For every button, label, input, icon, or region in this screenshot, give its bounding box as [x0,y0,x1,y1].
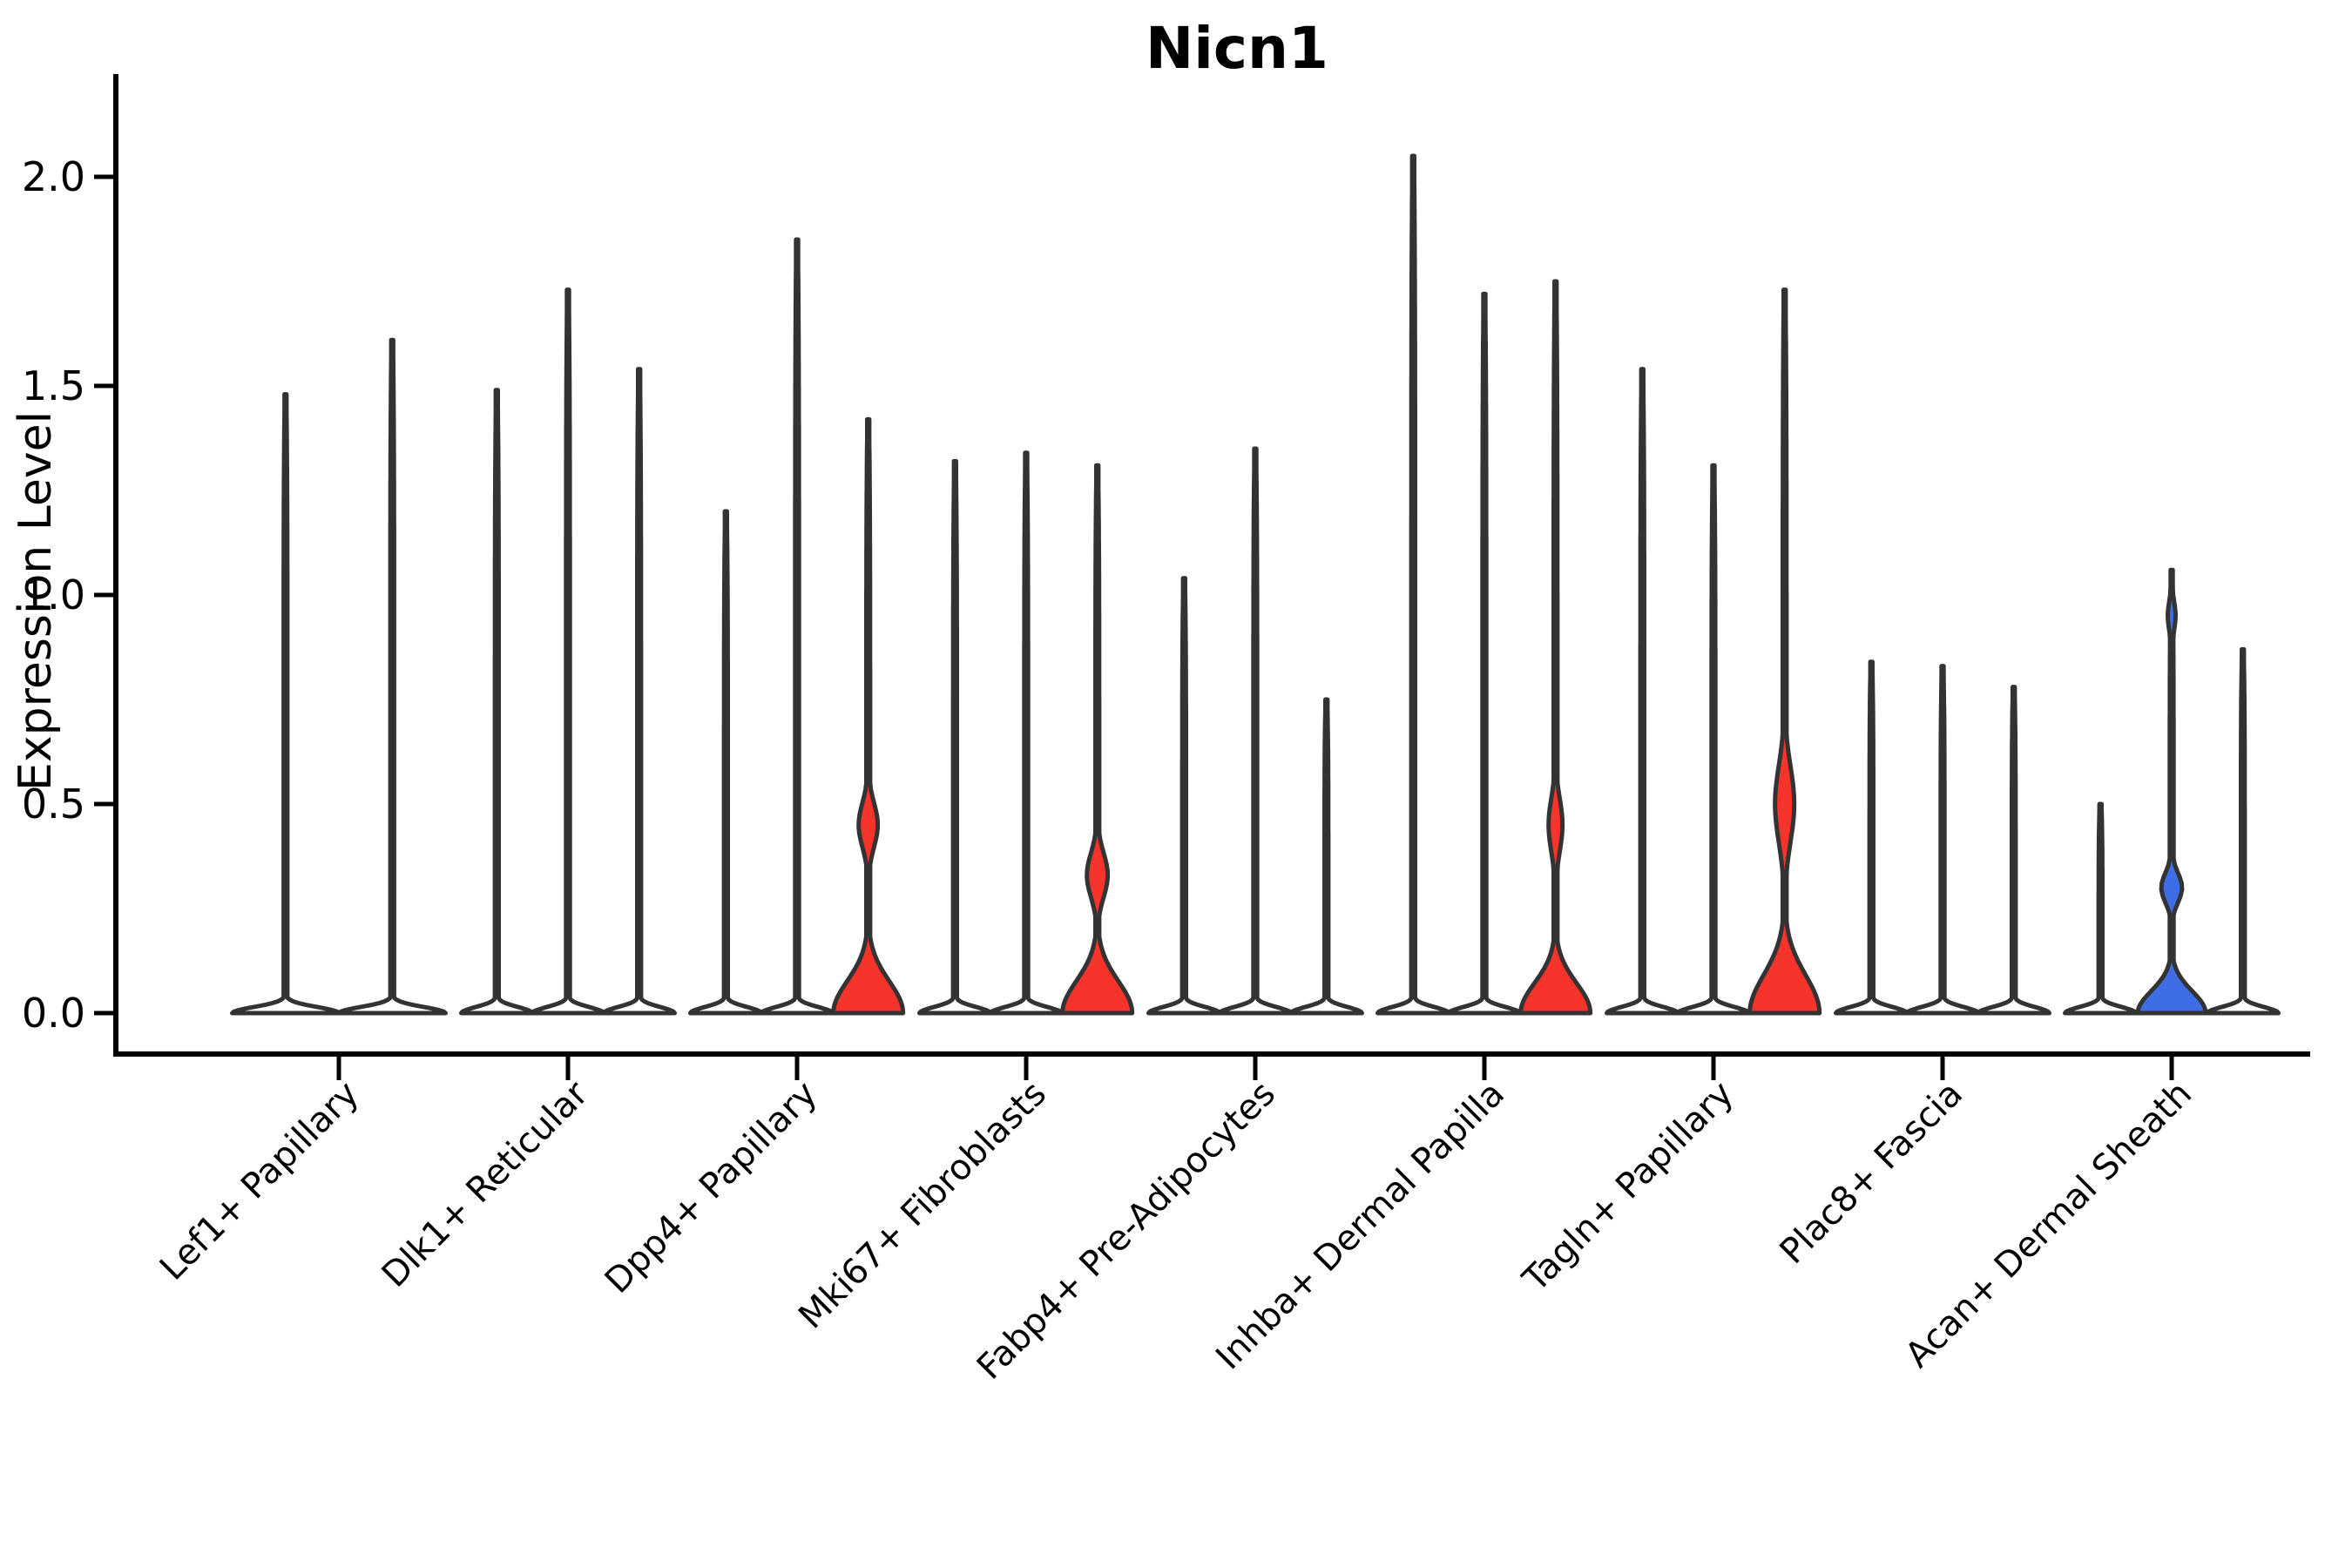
x-tick-label: Tagln+ Papillary [1515,1074,1741,1301]
violin-red [831,416,906,1016]
x-tick-label: Plac8+ Fascia [1773,1074,1971,1273]
violin-white [2063,801,2139,1016]
violin-white [2205,646,2281,1016]
violin-white [459,388,535,1016]
violin-white [1834,659,1909,1016]
x-tick-label: Lef1+ Papillary [152,1074,367,1288]
violin-white [601,367,677,1016]
violin-white [230,392,341,1016]
violin-white [917,458,993,1016]
violin-white [530,287,606,1016]
violin-white [688,509,764,1016]
violin-white [1976,685,2051,1016]
violin-red [1518,279,1593,1016]
x-tick-label: Dpp4+ Papillary [598,1074,825,1301]
x-tick-label: Mki67+ Fibroblasts [791,1074,1054,1337]
violin-white [1146,576,1222,1016]
y-tick-label: 1.5 [22,362,85,409]
violin-white [1446,291,1523,1016]
chart-title: Nicn1 [1146,15,1328,82]
x-tick-label: Dlk1+ Reticular [375,1073,597,1295]
violin-white [1217,446,1294,1016]
axes [94,74,2310,1080]
violin-white [988,450,1064,1016]
violin-white [1904,664,1981,1016]
violin-blue [2135,567,2208,1016]
violin-white [1288,697,1364,1016]
y-tick-label: 0.5 [22,781,85,828]
y-axis-label: Expression Level [10,411,62,791]
violin-white [759,237,835,1016]
violin-red [1060,463,1135,1016]
y-tick-label: 2.0 [22,153,85,200]
violin-red [1747,287,1822,1016]
violins-layer [230,153,2281,1016]
violin-white [1375,153,1451,1016]
y-tick-label: 0.0 [22,990,85,1037]
violin-white [336,337,448,1016]
y-tick-label: 1.0 [22,571,85,618]
violin-white [1605,367,1680,1016]
violin-white [1675,463,1752,1016]
